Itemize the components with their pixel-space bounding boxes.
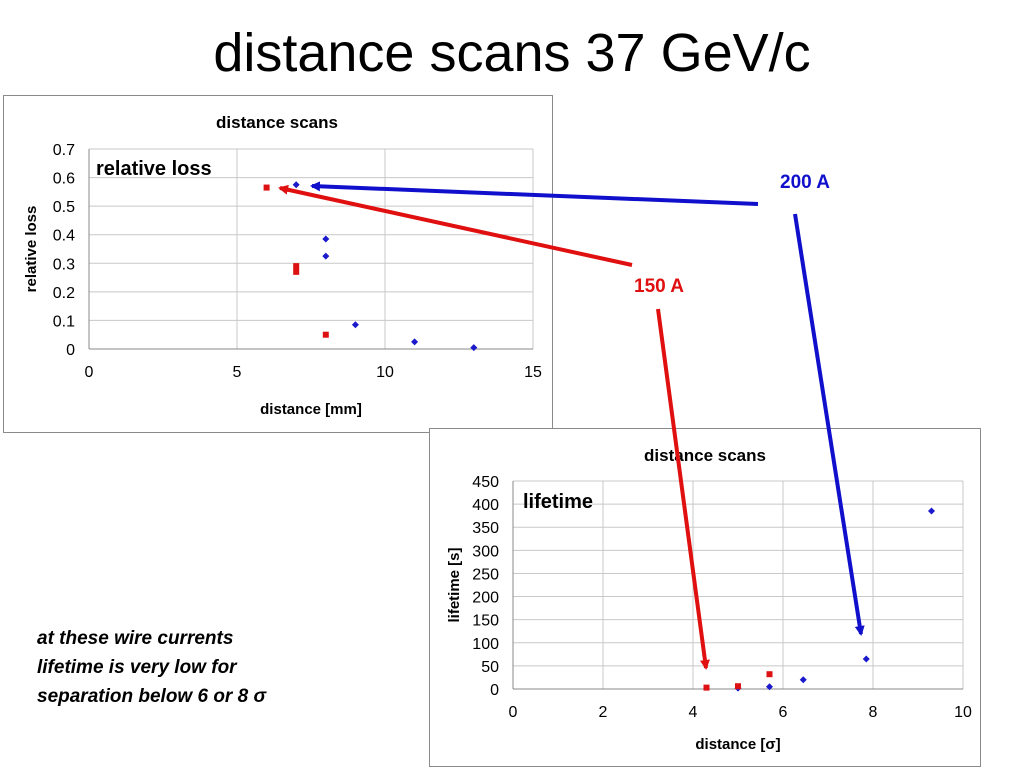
note-text: at these wire currents lifetime is very … xyxy=(37,624,377,711)
chart-title: distance scans xyxy=(216,113,338,132)
chart-inner-label: relative loss xyxy=(96,158,212,180)
x-axis-label: distance [mm] xyxy=(260,401,362,418)
data-point-diamond xyxy=(470,344,478,352)
data-point-diamond xyxy=(292,181,300,189)
y-tick-label: 0.2 xyxy=(53,285,75,302)
y-tick-label: 250 xyxy=(472,566,499,583)
data-point-diamond xyxy=(322,252,330,260)
y-tick-label: 0.7 xyxy=(53,142,75,159)
y-axis-label: relative loss xyxy=(23,206,40,293)
y-tick-label: 100 xyxy=(472,636,499,653)
x-axis-label: distance [σ] xyxy=(695,736,780,753)
x-tick-label: 8 xyxy=(869,704,878,721)
x-tick-label: 6 xyxy=(779,704,788,721)
x-tick-label: 10 xyxy=(954,704,972,721)
y-tick-label: 0 xyxy=(66,342,75,359)
y-tick-label: 0.3 xyxy=(53,256,75,273)
x-tick-label: 4 xyxy=(689,704,698,721)
data-point-diamond xyxy=(928,507,935,515)
data-point-square xyxy=(703,684,710,691)
note-line-3: separation below 6 or 8 σ xyxy=(37,686,267,707)
y-tick-label: 300 xyxy=(472,543,499,560)
data-point-square xyxy=(322,331,329,338)
y-tick-label: 450 xyxy=(472,474,499,491)
data-point-square xyxy=(293,263,300,270)
x-tick-label: 0 xyxy=(85,364,94,381)
y-tick-label: 0.4 xyxy=(53,228,75,245)
y-tick-label: 150 xyxy=(472,613,499,630)
data-point-square xyxy=(735,683,741,690)
data-point-diamond xyxy=(411,338,419,346)
chart-inner-label: lifetime xyxy=(523,491,593,513)
data-point-square xyxy=(766,671,773,678)
x-tick-label: 5 xyxy=(233,364,242,381)
x-tick-label: 0 xyxy=(509,704,518,721)
data-point-diamond xyxy=(766,683,773,691)
y-tick-label: 350 xyxy=(472,520,499,537)
y-tick-label: 200 xyxy=(472,590,499,607)
label-150A: 150 A xyxy=(634,276,684,297)
x-tick-label: 15 xyxy=(524,364,542,381)
data-point-diamond xyxy=(862,655,870,663)
chart-lifetime: distance scans 0 2 4 6 8 10 0 50 100 150 200 250 300 3… xyxy=(429,428,981,767)
y-tick-label: 0.5 xyxy=(53,199,75,216)
data-point-diamond xyxy=(322,235,330,243)
data-point-diamond xyxy=(799,676,807,684)
y-tick-label: 400 xyxy=(472,497,499,514)
x-tick-label: 2 xyxy=(599,704,608,721)
chart-title: distance scans xyxy=(644,446,766,465)
note-line-1: at these wire currents xyxy=(37,628,234,649)
y-tick-label: 0.6 xyxy=(53,171,75,188)
chart-relative-loss: distance scans 0 5 10 15 0 0.1 0.2 0.3 0.4 0.5 0.6 0… xyxy=(3,95,553,433)
y-tick-label: 0 xyxy=(490,682,499,699)
data-point-square xyxy=(263,184,270,191)
note-line-2: lifetime is very low for xyxy=(37,657,237,678)
y-tick-label: 0.1 xyxy=(53,313,75,330)
data-point-square xyxy=(293,268,300,275)
y-axis-label: lifetime [s] xyxy=(446,547,463,622)
x-tick-label: 10 xyxy=(376,364,394,381)
y-tick-label: 50 xyxy=(481,659,499,676)
data-point-diamond xyxy=(351,321,359,329)
label-200A: 200 A xyxy=(780,172,830,193)
chart-relative-loss-svg: distance scans 0 5 10 15 0 0.1 0.2 0.3 0.4 0.5 0.6 0… xyxy=(23,113,542,418)
slide-title: distance scans 37 GeV/c xyxy=(213,23,811,83)
